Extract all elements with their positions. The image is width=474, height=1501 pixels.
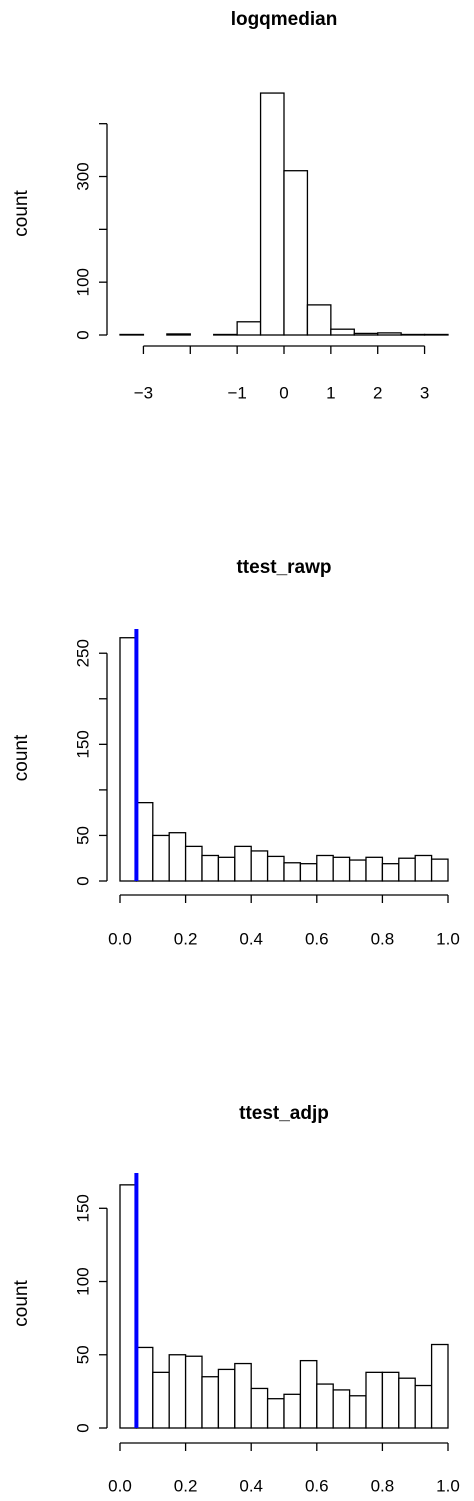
y-axis-label: count <box>11 1280 32 1327</box>
bar <box>217 1368 236 1429</box>
x-tick-label: 0.8 <box>371 929 395 948</box>
bar <box>119 637 138 882</box>
bar <box>381 1371 400 1429</box>
x-tick-label: 0.0 <box>108 1476 132 1495</box>
y-tick-label: 150 <box>73 730 92 758</box>
y-axis-label: count <box>11 190 32 237</box>
y-tick-label: 100 <box>73 1267 92 1295</box>
bar <box>135 1346 154 1429</box>
bar <box>168 1354 187 1429</box>
x-tick-label: 3 <box>420 383 429 402</box>
bar <box>234 1362 252 1429</box>
bar <box>306 304 332 336</box>
x-tick-label: 1.0 <box>436 1476 460 1495</box>
bar <box>283 170 309 336</box>
x-tick-label: 0.2 <box>174 1476 198 1495</box>
y-tick-label: 0 <box>73 330 92 339</box>
bar <box>398 1377 416 1429</box>
x-tick-label: 0.6 <box>305 1476 329 1495</box>
bar <box>119 333 145 336</box>
bar <box>365 856 384 882</box>
x-tick-label: 2 <box>373 383 382 402</box>
y-tick-label: 50 <box>73 826 92 845</box>
bar <box>316 854 334 882</box>
y-tick-label: 0 <box>73 876 92 885</box>
bar <box>250 850 269 882</box>
x-tick-label: 0 <box>279 383 288 402</box>
x-tick-label: −1 <box>227 383 246 402</box>
bar <box>423 333 449 336</box>
bar <box>353 332 379 336</box>
bar <box>234 845 252 882</box>
x-tick-label: 0.4 <box>239 929 263 948</box>
x-tick-label: 1.0 <box>436 929 460 948</box>
bar <box>217 856 236 882</box>
bar <box>168 832 187 882</box>
y-tick-label: 150 <box>73 1194 92 1222</box>
y-tick-label: 50 <box>73 1345 92 1364</box>
y-tick-label: 250 <box>73 639 92 667</box>
x-tick-label: 0.2 <box>174 929 198 948</box>
bar <box>184 1355 203 1429</box>
bar <box>201 1376 220 1429</box>
bar <box>414 1384 433 1429</box>
bar <box>330 328 355 336</box>
y-axis-label: count <box>11 734 32 781</box>
bar <box>266 1398 285 1429</box>
x-tick-label: 0.6 <box>305 929 329 948</box>
y-tick-label: 300 <box>73 162 92 190</box>
chart-title: ttest_adjp <box>239 1103 329 1124</box>
chart-title: ttest_rawp <box>236 557 331 578</box>
bar <box>166 333 191 336</box>
bar <box>135 801 154 882</box>
bar <box>400 333 426 336</box>
bar <box>283 862 302 882</box>
bar <box>266 855 285 882</box>
bar <box>299 1359 318 1429</box>
bar <box>201 854 220 882</box>
x-tick-label: 1 <box>326 383 335 402</box>
y-tick-label: 100 <box>73 268 92 296</box>
bar <box>377 332 402 336</box>
bar <box>398 857 416 882</box>
bar <box>119 1184 138 1429</box>
chart-title: logqmedian <box>231 9 338 30</box>
y-tick-label: 0 <box>73 1423 92 1432</box>
x-tick-label: 0.8 <box>371 1476 395 1495</box>
bar <box>259 92 285 336</box>
bar <box>283 1393 302 1429</box>
bar <box>430 858 449 882</box>
bar <box>316 1383 334 1429</box>
x-tick-label: 0.0 <box>108 929 132 948</box>
x-tick-label: 0.4 <box>239 1476 263 1495</box>
bar <box>213 333 238 336</box>
bar <box>381 863 400 882</box>
bar <box>348 1395 367 1429</box>
bar <box>236 321 262 336</box>
bar <box>152 834 170 882</box>
bar <box>430 1343 449 1429</box>
bar <box>152 1371 170 1429</box>
bar <box>414 854 433 882</box>
bar <box>365 1371 384 1429</box>
bar <box>299 863 318 882</box>
bar <box>348 859 367 882</box>
bar <box>332 1389 351 1429</box>
bar <box>250 1387 269 1429</box>
bar <box>184 845 203 882</box>
x-tick-label: −3 <box>134 383 153 402</box>
bar <box>332 856 351 882</box>
